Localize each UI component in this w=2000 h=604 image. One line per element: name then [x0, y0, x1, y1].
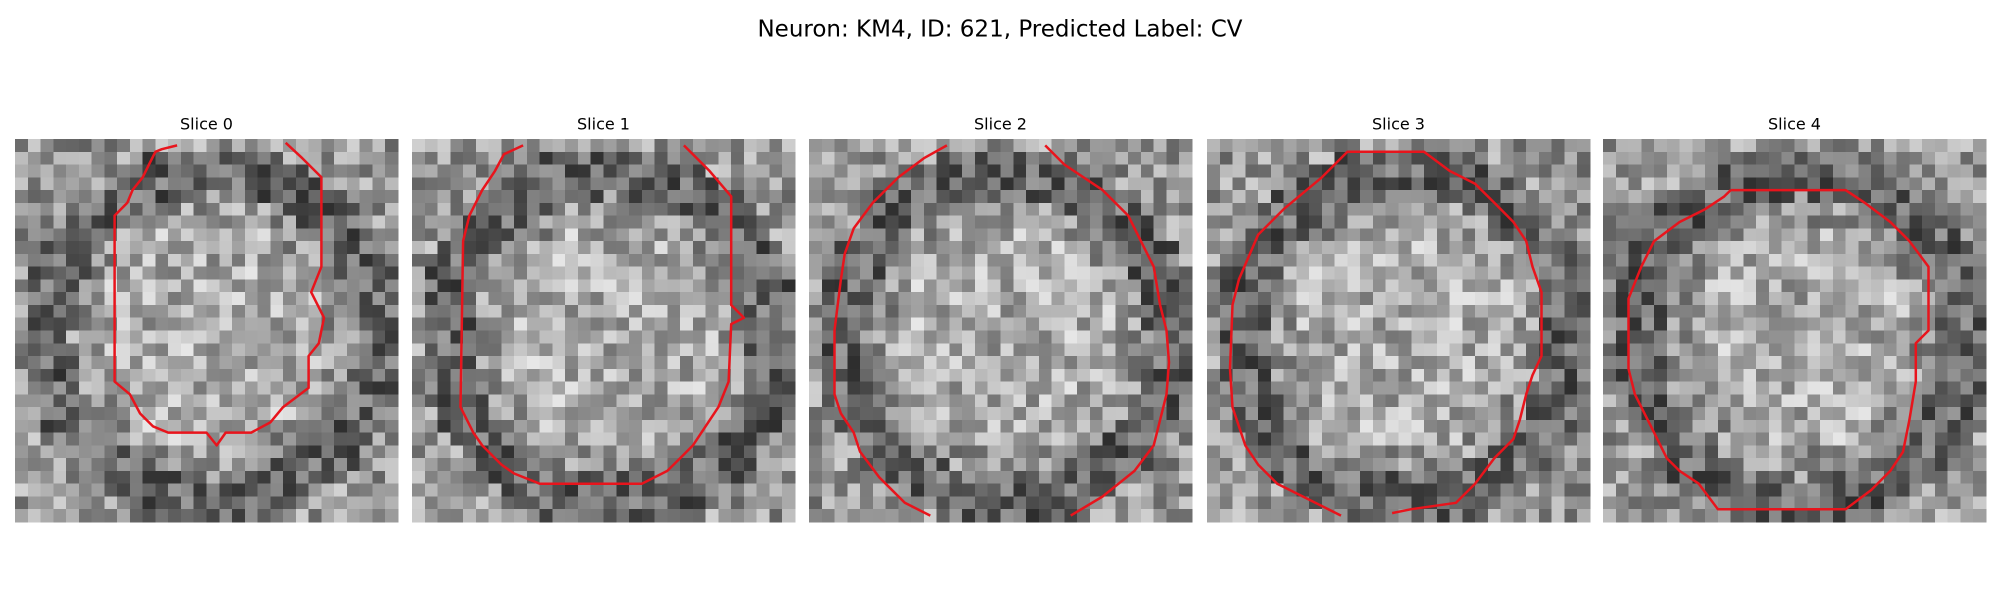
contour: [1627, 188, 1930, 511]
slice-image: [809, 139, 1193, 523]
slice-image: [15, 139, 399, 523]
panel: Slice 2: [809, 115, 1193, 523]
contour: [459, 144, 746, 485]
panel-title: Slice 3: [1372, 115, 1425, 134]
slice-image: [412, 139, 796, 523]
panel: Slice 0: [15, 115, 399, 523]
panel-title: Slice 2: [974, 115, 1027, 134]
panel: Slice 1: [412, 115, 796, 523]
panel-title: Slice 1: [577, 115, 630, 134]
slice-image: [1603, 139, 1987, 523]
panel: Slice 4: [1603, 115, 1987, 523]
panel-title: Slice 4: [1768, 115, 1821, 134]
contour: [833, 144, 948, 517]
contour: [113, 141, 326, 447]
figure-title: Neuron: KM4, ID: 621, Predicted Label: C…: [757, 17, 1242, 43]
panel: Slice 3: [1207, 115, 1591, 523]
contour: [1044, 144, 1171, 517]
panel-title: Slice 0: [180, 115, 233, 134]
slice-image: [1207, 139, 1591, 523]
contour: [1228, 150, 1543, 517]
